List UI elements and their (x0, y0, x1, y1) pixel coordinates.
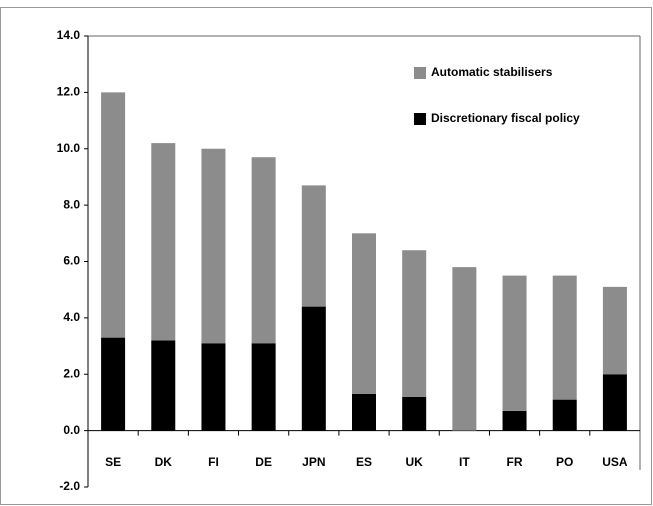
x-tick-label: DE (255, 455, 272, 469)
y-tick-label: 4.0 (63, 310, 80, 324)
x-tick-label: DK (155, 455, 173, 469)
legend-swatch (414, 67, 426, 79)
bar-segment (602, 286, 627, 375)
y-tick-label: 0.0 (63, 423, 80, 437)
bar-segment (352, 393, 376, 431)
y-tick-label: 12.0 (57, 85, 81, 99)
legend-label: Automatic stabilisers (431, 65, 553, 79)
x-tick-label: ES (356, 455, 372, 469)
x-tick-label: FR (507, 455, 523, 469)
bar-segment (151, 340, 176, 431)
legend-label: Discretionary fiscal policy (431, 111, 580, 125)
x-tick-label: SE (105, 455, 121, 469)
bar-segment (552, 399, 577, 431)
bar-segment (502, 410, 527, 431)
y-tick-label: 8.0 (63, 197, 80, 211)
y-tick-label: 14.0 (57, 28, 81, 42)
x-tick-label: IT (459, 455, 470, 469)
bar-segment (402, 396, 427, 431)
y-tick-label: -2.0 (59, 479, 80, 493)
y-tick-label: 6.0 (63, 254, 80, 268)
x-tick-label: FI (208, 455, 219, 469)
bar-segment (301, 185, 326, 307)
x-tick-label: UK (406, 455, 424, 469)
x-tick-label: JPN (302, 455, 325, 469)
bar-segment (552, 275, 577, 400)
outer-frame (0, 7, 652, 505)
bar-segment (201, 148, 226, 344)
x-tick-label: USA (602, 455, 628, 469)
legend-swatch (414, 113, 426, 125)
bar-segment (502, 275, 527, 411)
bar-segment (352, 233, 376, 394)
bar-segment (602, 374, 627, 431)
x-tick-label: PO (556, 455, 573, 469)
bar-segment (251, 157, 276, 344)
y-tick-label: 10.0 (57, 141, 81, 155)
bar-segment (101, 337, 126, 431)
bar-segment (101, 92, 126, 338)
bar-segment (301, 306, 326, 431)
bar-segment (151, 143, 176, 341)
bar-segment (251, 343, 276, 431)
bar-segment (201, 343, 226, 431)
y-tick-label: 2.0 (63, 366, 80, 380)
bar-segment (452, 267, 477, 431)
bar-segment (402, 250, 427, 397)
